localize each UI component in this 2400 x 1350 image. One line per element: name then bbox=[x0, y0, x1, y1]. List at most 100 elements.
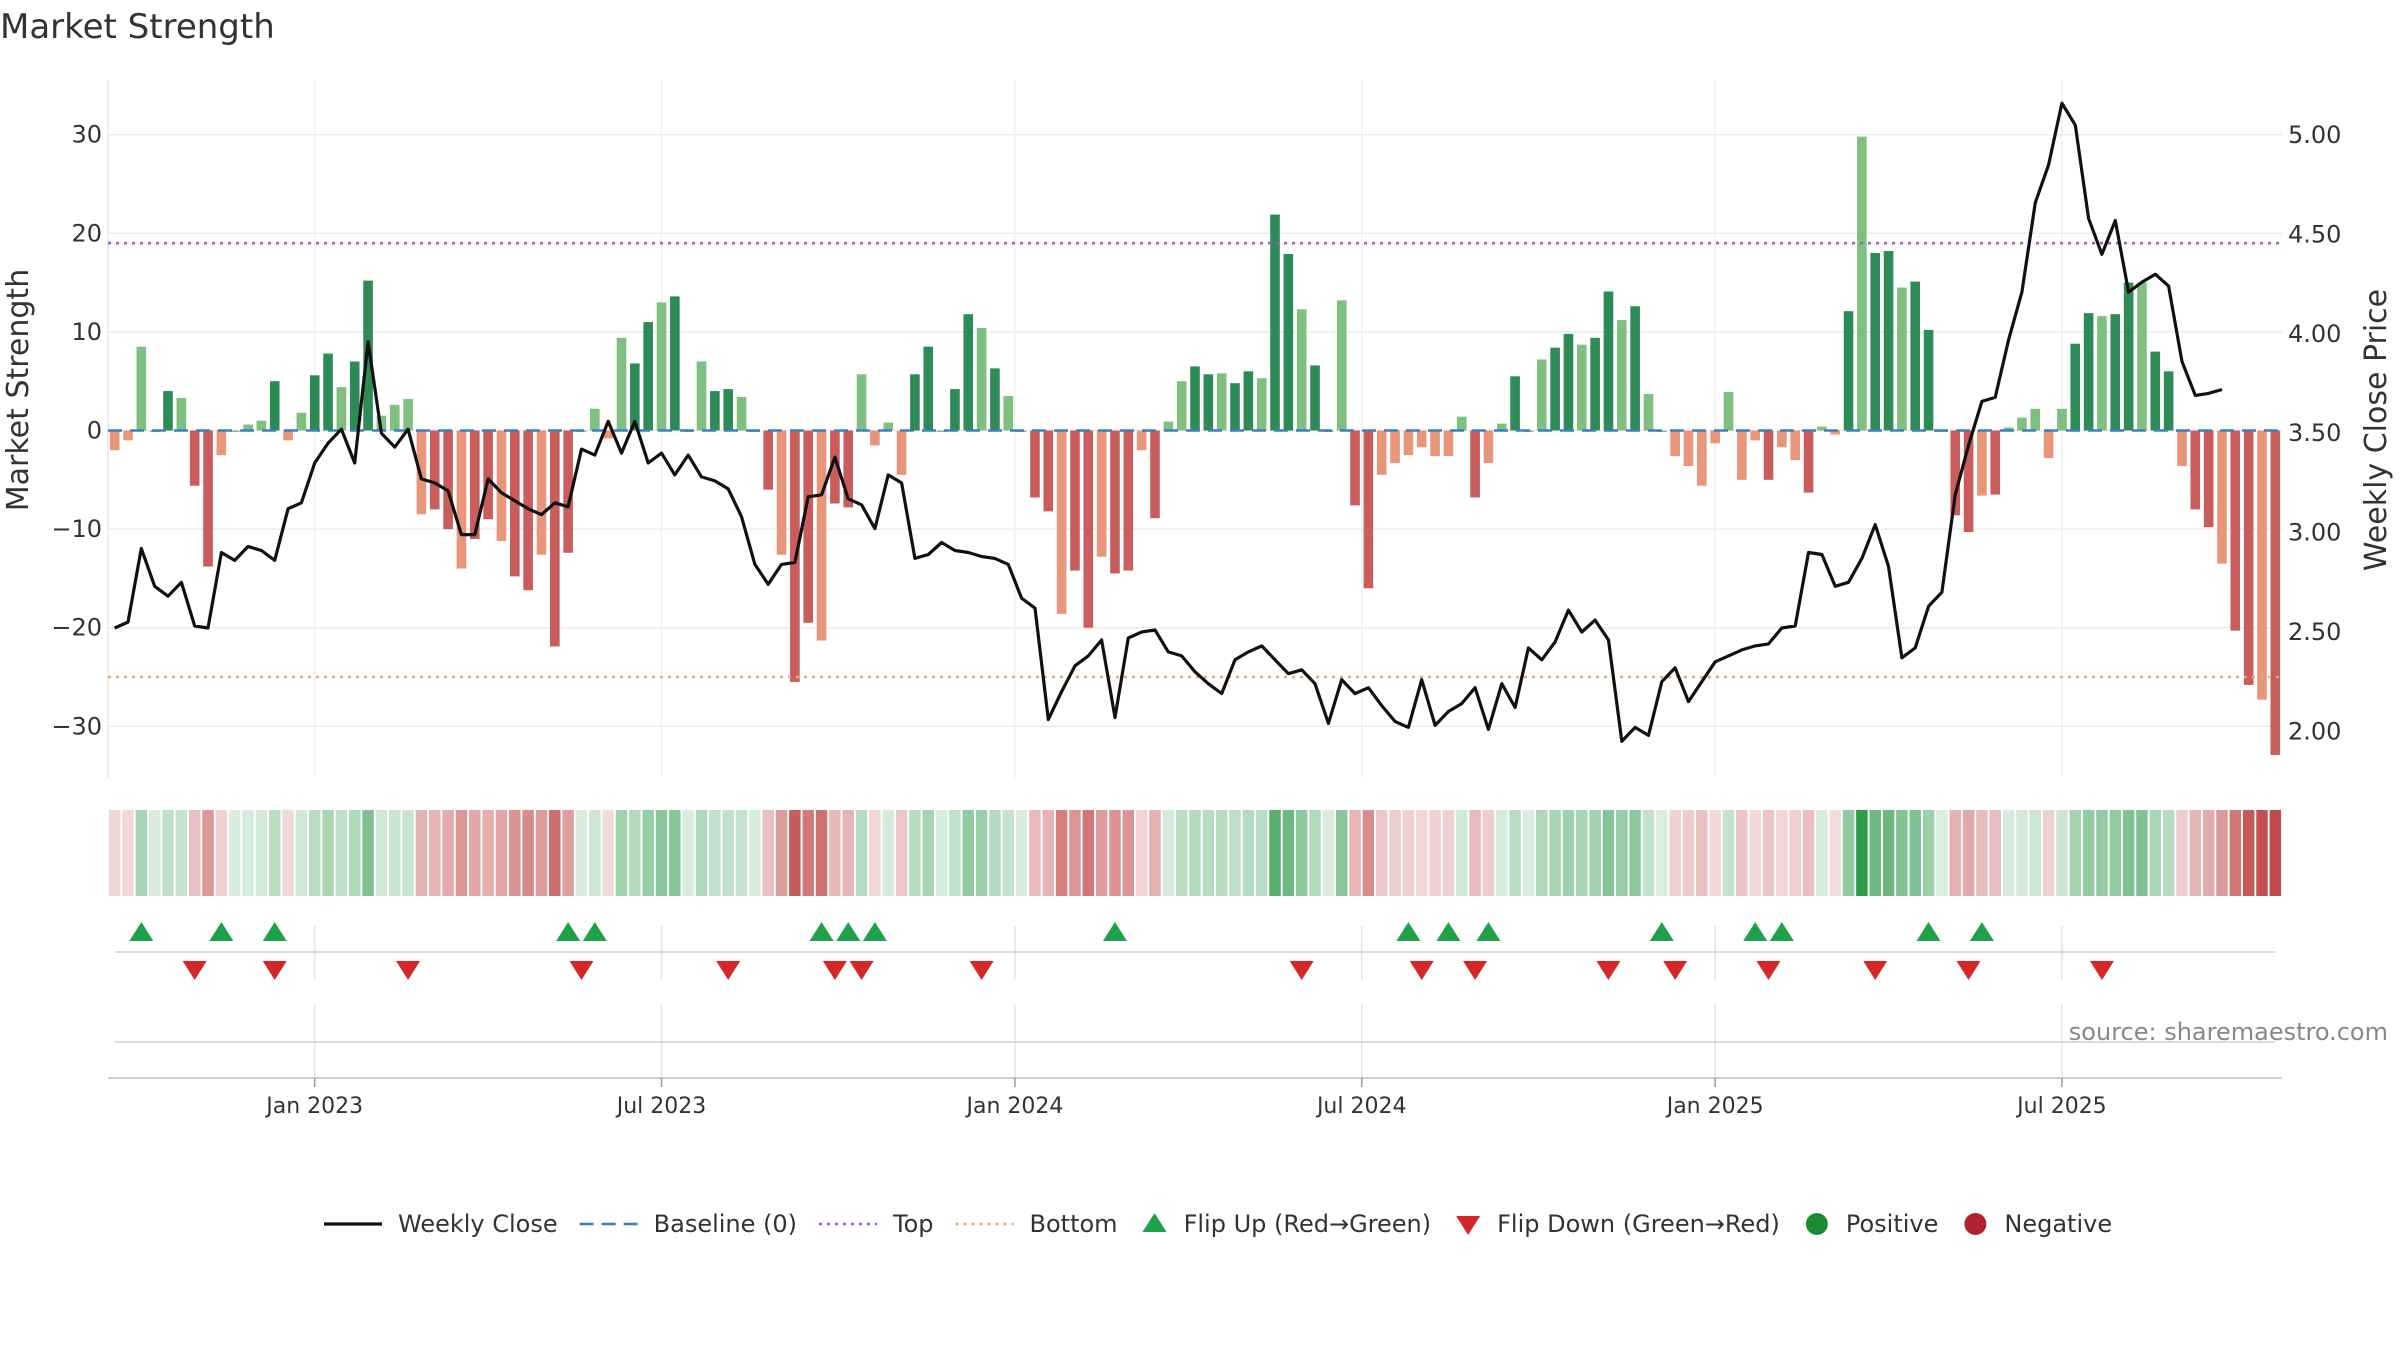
bar-negative bbox=[1483, 430, 1494, 464]
bar-positive bbox=[389, 404, 400, 431]
flip-down-marker bbox=[262, 961, 287, 980]
heat-cell bbox=[1656, 810, 1668, 896]
heat-cell bbox=[255, 810, 268, 896]
heat-cell bbox=[482, 810, 494, 896]
heat-cell bbox=[2069, 810, 2082, 896]
flip-up-marker bbox=[1769, 922, 1794, 941]
bar-positive bbox=[1336, 300, 1347, 431]
flip-up-marker bbox=[1649, 922, 1674, 941]
bar-negative bbox=[843, 430, 854, 508]
bar-negative bbox=[1830, 430, 1840, 435]
bar-positive bbox=[976, 327, 987, 431]
bar-positive bbox=[1296, 309, 1307, 431]
heat-cell bbox=[2042, 810, 2055, 896]
gridlines bbox=[107, 80, 2282, 1080]
bar-positive bbox=[1643, 394, 1654, 431]
flip-down-marker bbox=[569, 961, 594, 980]
flip-up-marker bbox=[1969, 922, 1994, 941]
heat-cell bbox=[1082, 810, 1095, 896]
bar-negative bbox=[550, 430, 560, 647]
heat-cell bbox=[148, 810, 161, 896]
x-tick-label: Jul 2025 bbox=[2015, 1094, 2107, 1119]
flip-up-marker bbox=[556, 922, 581, 941]
heat-cell bbox=[1215, 810, 1228, 896]
heat-cell bbox=[549, 810, 561, 896]
legend-swatch bbox=[1456, 1216, 1481, 1235]
bar-negative bbox=[896, 430, 907, 475]
y2-tick-label: 2.50 bbox=[2288, 618, 2341, 646]
bar-negative bbox=[1136, 430, 1147, 451]
bar-negative bbox=[1030, 430, 1040, 498]
y-tick-label: −20 bbox=[51, 614, 102, 642]
bar-negative bbox=[830, 430, 840, 504]
bar-positive bbox=[1590, 337, 1600, 431]
heat-cell bbox=[495, 810, 508, 896]
bar-negative bbox=[1070, 430, 1080, 571]
bar-negative bbox=[1083, 430, 1094, 628]
heat-cell bbox=[349, 810, 361, 896]
bar-positive bbox=[1616, 320, 1627, 431]
bar-negative bbox=[216, 430, 227, 456]
y-axis-ticks: 30 20 10 0 −10 −20 −30 bbox=[51, 121, 102, 741]
bar-negative bbox=[776, 430, 787, 555]
heat-cell bbox=[682, 810, 694, 896]
bar-negative bbox=[2203, 430, 2214, 528]
heat-cell bbox=[709, 810, 721, 896]
bar-negative bbox=[1056, 430, 1067, 614]
bar-negative bbox=[2177, 430, 2187, 466]
legend-item: Bottom bbox=[955, 1210, 1118, 1238]
heat-cell bbox=[1175, 810, 1188, 896]
heat-cell bbox=[2096, 810, 2108, 896]
bar-positive bbox=[1576, 344, 1587, 431]
bar-positive bbox=[1230, 383, 1240, 431]
heat-cell bbox=[1536, 810, 1548, 896]
heat-cell bbox=[1976, 810, 1988, 896]
legend-label: Flip Down (Green→Red) bbox=[1497, 1210, 1780, 1238]
heat-cell bbox=[815, 810, 828, 896]
bar-negative bbox=[1683, 430, 1694, 466]
heat-cell bbox=[1029, 810, 1041, 896]
lower-empty-panel bbox=[108, 1041, 2282, 1079]
flip-up-marker bbox=[862, 922, 887, 941]
bar-positive bbox=[1310, 365, 1320, 431]
flip-down-marker bbox=[1463, 961, 1488, 980]
legend-label: Baseline (0) bbox=[654, 1210, 797, 1238]
heat-cell bbox=[1576, 810, 1588, 896]
bar-positive bbox=[1283, 254, 1294, 431]
bar-positive bbox=[1203, 374, 1214, 431]
heat-cell bbox=[1295, 810, 1308, 896]
heat-cell bbox=[1362, 810, 1375, 896]
bar-negative bbox=[1350, 430, 1360, 506]
bar-negative bbox=[443, 430, 453, 530]
heat-cell bbox=[1042, 810, 1055, 896]
bar-positive bbox=[323, 353, 333, 431]
heat-cell bbox=[1416, 810, 1428, 896]
bar-negative bbox=[456, 430, 467, 569]
x-tick-label: Jul 2024 bbox=[1315, 1094, 1407, 1119]
heat-cell bbox=[175, 810, 188, 896]
strength-bars bbox=[109, 136, 2281, 755]
heat-cell bbox=[1069, 810, 1081, 896]
flip-down-marker bbox=[1289, 961, 1314, 980]
legend-swatch bbox=[1142, 1213, 1167, 1232]
heat-cell bbox=[308, 810, 321, 896]
bar-positive bbox=[2110, 314, 2121, 431]
heat-cell bbox=[855, 810, 868, 896]
heat-cell bbox=[1642, 810, 1655, 896]
y2-axis-ticks: 5.00 4.50 4.00 3.50 3.00 2.50 2.00 bbox=[2288, 121, 2341, 745]
bar-positive bbox=[1897, 287, 1907, 431]
legend-item: Positive bbox=[1805, 1210, 1938, 1238]
bar-negative bbox=[2043, 430, 2054, 459]
bar-positive bbox=[2163, 371, 2174, 431]
bar-positive bbox=[296, 412, 307, 431]
bar-negative bbox=[283, 430, 293, 441]
bar-positive bbox=[883, 422, 894, 431]
bar-positive bbox=[2137, 282, 2147, 431]
heat-cell bbox=[1509, 810, 1521, 896]
heat-cell bbox=[295, 810, 308, 896]
bar-positive bbox=[1163, 421, 1174, 431]
heat-cell bbox=[669, 810, 681, 896]
heat-cell bbox=[442, 810, 454, 896]
bar-positive bbox=[1883, 251, 1894, 431]
heat-cell bbox=[735, 810, 748, 896]
